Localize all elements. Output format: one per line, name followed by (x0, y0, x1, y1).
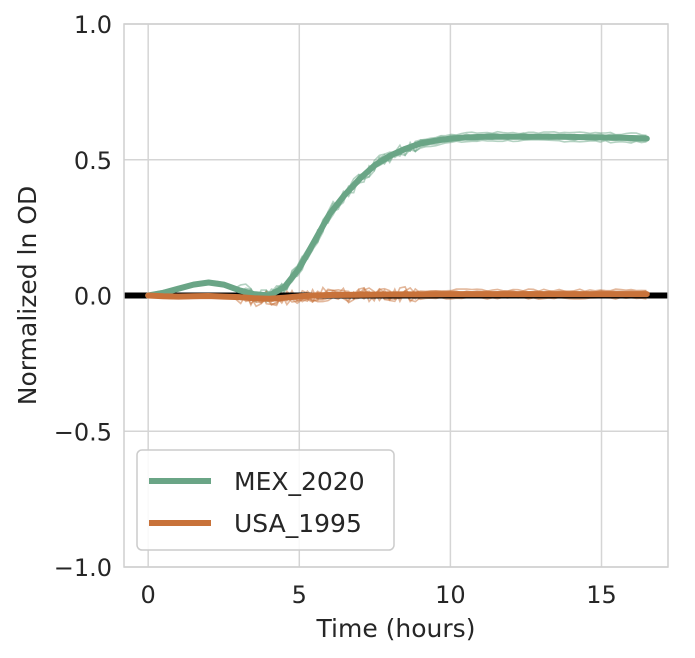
replicate-line-MEX_2020 (148, 137, 647, 304)
x-tick-label: 0 (141, 581, 156, 609)
series-line-USA_1995 (145, 291, 650, 302)
legend: MEX_2020 USA_1995 (136, 449, 395, 551)
replicate-traces (147, 130, 647, 308)
y-tick-label: 0.0 (74, 283, 112, 311)
plot-frame (123, 23, 669, 568)
y-tick-label: 1.0 (74, 11, 112, 39)
y-tick-labels: −1.0 −0.5 0.0 0.5 1.0 (54, 11, 112, 582)
series-line-MEX_2020 (145, 133, 650, 299)
legend-label: MEX_2020 (234, 467, 365, 496)
replicate-line-MEX_2020 (148, 135, 647, 300)
y-tick-label: −1.0 (54, 554, 112, 582)
replicate-line-MEX_2020 (147, 132, 647, 303)
x-tick-labels: 0 5 10 15 (141, 581, 617, 609)
series-lines (145, 133, 650, 302)
legend-label: USA_1995 (234, 509, 362, 538)
y-axis-label: Normalized ln OD (13, 186, 42, 405)
x-axis-label: Time (hours) (316, 614, 476, 643)
x-tick-label: 10 (435, 581, 466, 609)
replicate-line-MEX_2020 (148, 138, 647, 303)
y-tick-label: 0.5 (74, 147, 112, 175)
y-tick-label: −0.5 (54, 418, 112, 446)
x-tick-label: 5 (292, 581, 307, 609)
x-tick-label: 15 (586, 581, 617, 609)
